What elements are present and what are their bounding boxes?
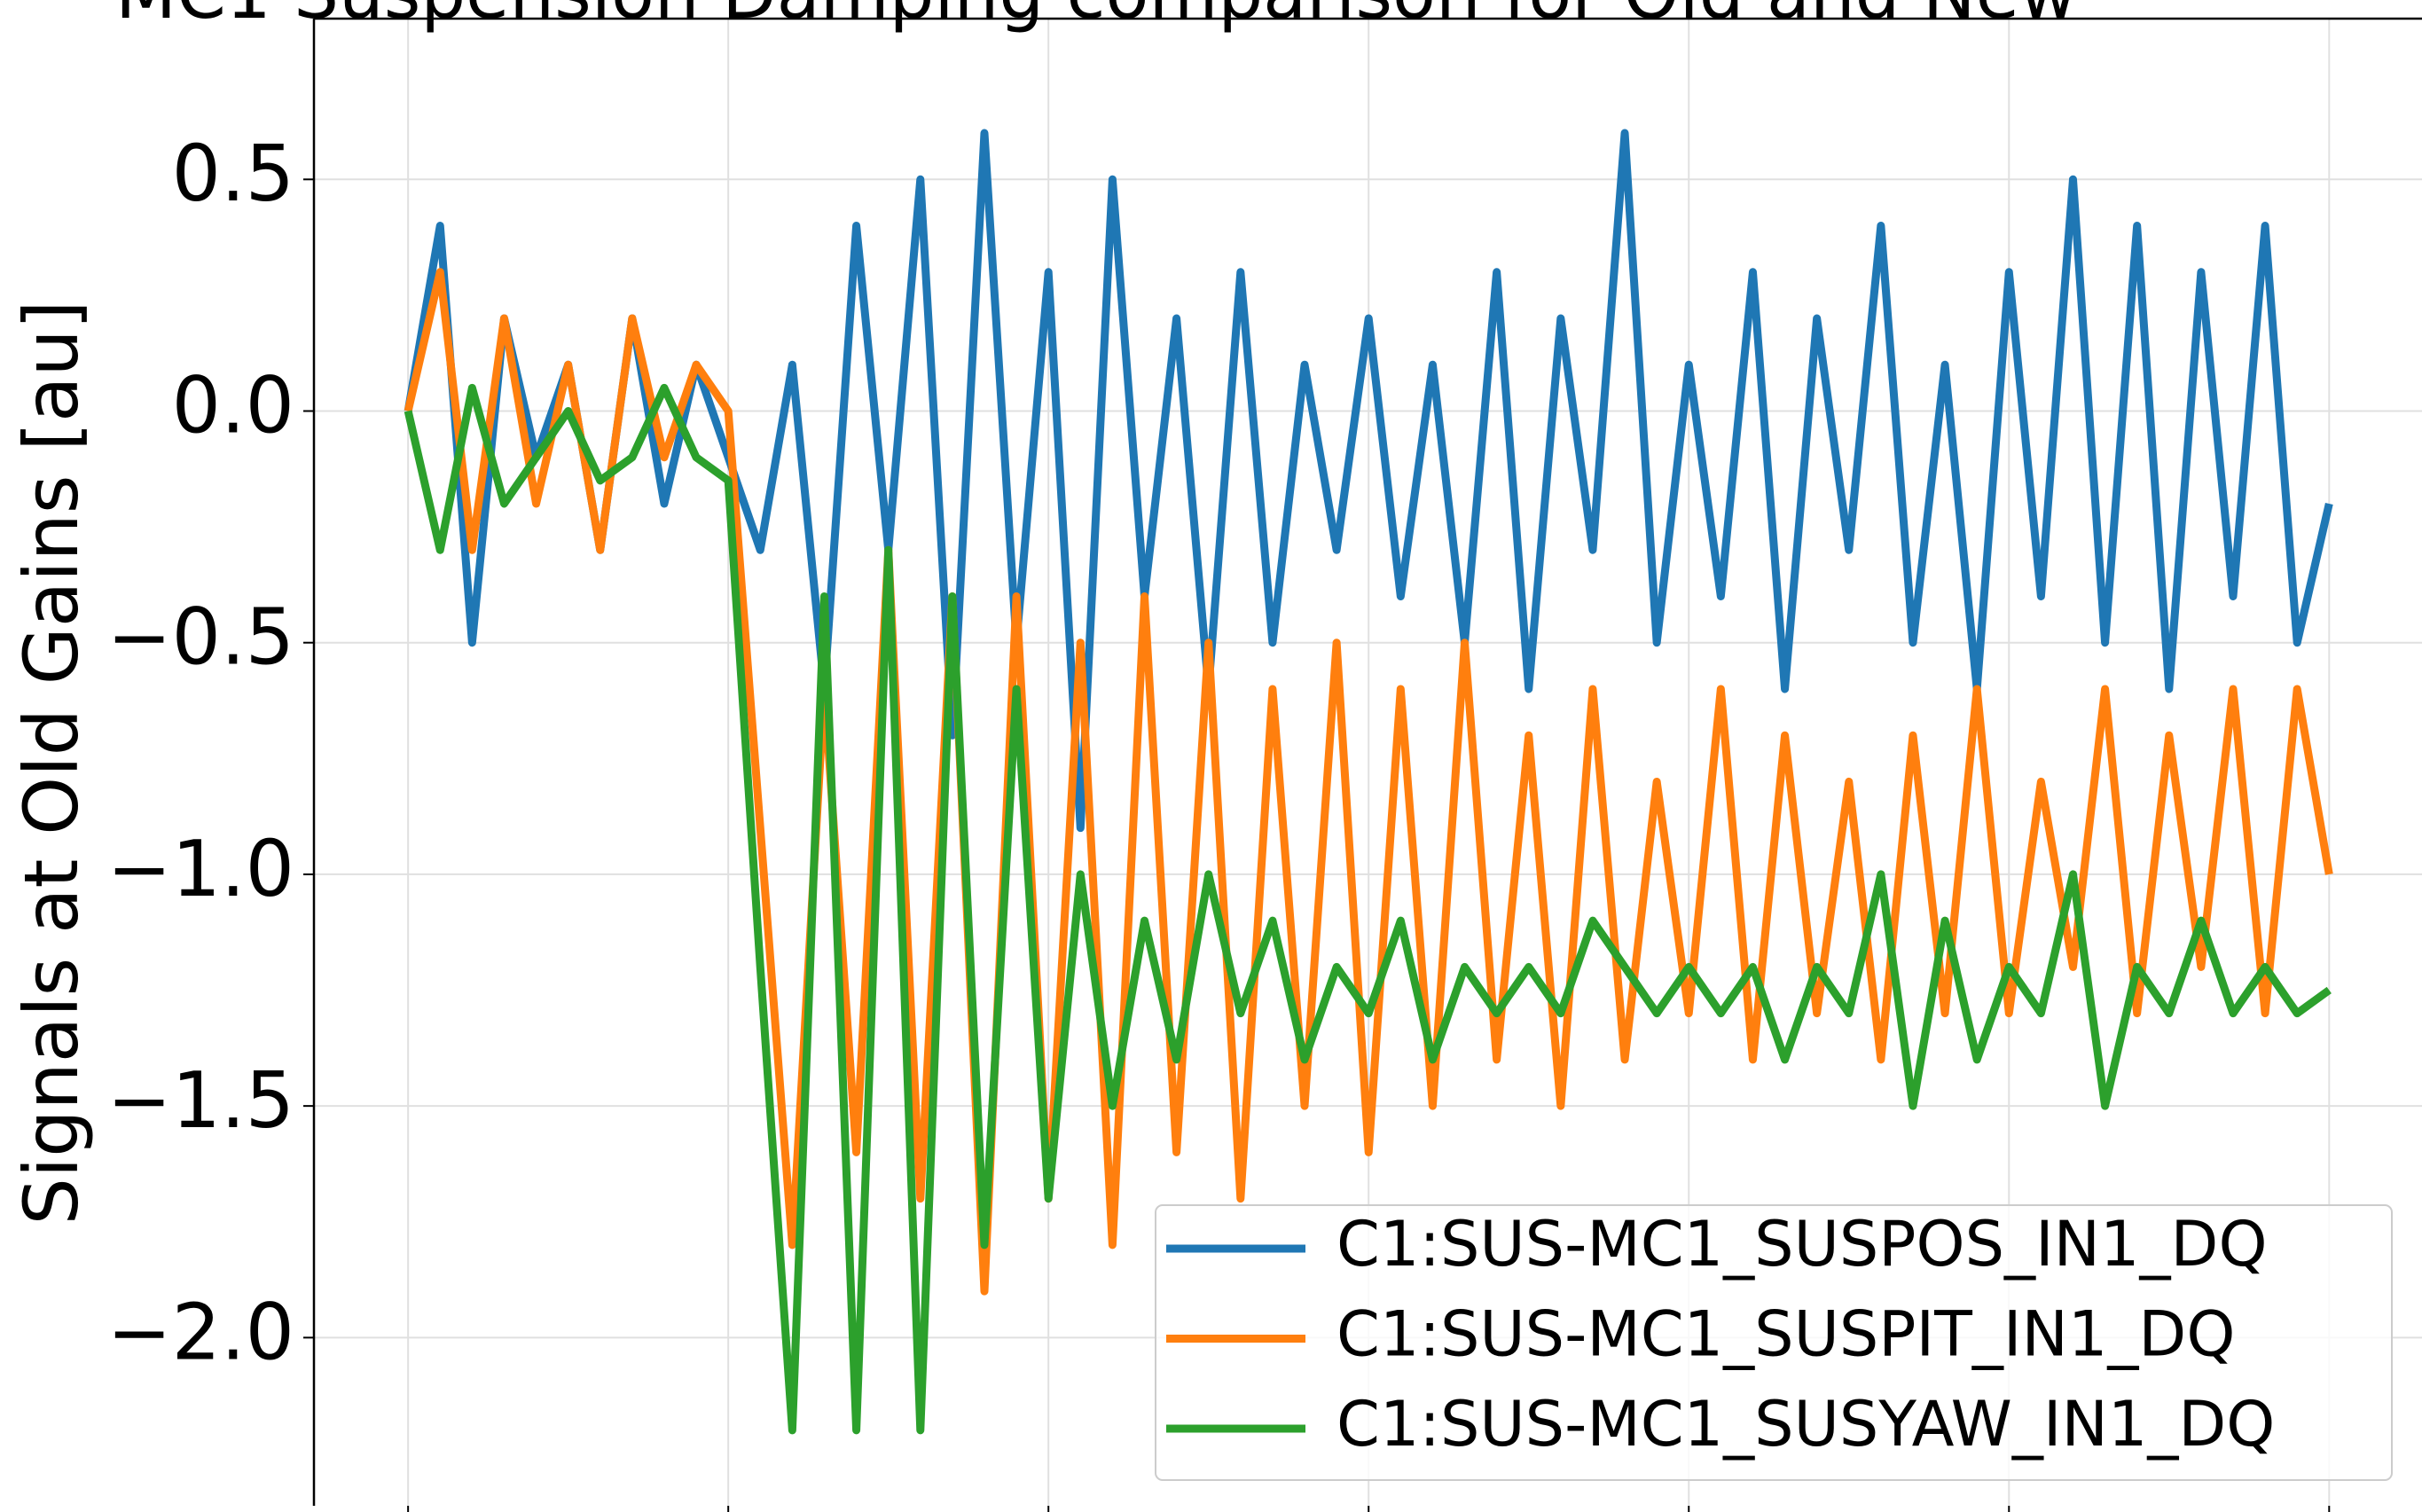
y-tick-label: −2.0 <box>107 1287 294 1377</box>
legend: C1:SUS-MC1_SUSPOS_IN1_DQ C1:SUS-MC1_SUSPI… <box>1155 1204 2393 1481</box>
series-line <box>404 383 2332 1435</box>
y-tick-label: 0.5 <box>172 129 294 219</box>
y-tick-label: −0.5 <box>107 592 294 683</box>
legend-label: C1:SUS-MC1_SUSPOS_IN1_DQ <box>1336 1208 2268 1281</box>
y-axis-label: Signals at Old Gains [au] <box>8 301 95 1226</box>
legend-label: C1:SUS-MC1_SUSPIT_IN1_DQ <box>1336 1298 2235 1371</box>
y-tick-label: 0.0 <box>172 360 294 450</box>
chart-title: MC1 Suspension Damping comparison for Ol… <box>115 0 2077 35</box>
y-tick-label: −1.0 <box>107 824 294 914</box>
y-tick-label: −1.5 <box>107 1055 294 1146</box>
legend-label: C1:SUS-MC1_SUSYAW_IN1_DQ <box>1336 1388 2275 1461</box>
legend-box <box>1155 1204 2393 1481</box>
series-line <box>404 268 2333 1296</box>
